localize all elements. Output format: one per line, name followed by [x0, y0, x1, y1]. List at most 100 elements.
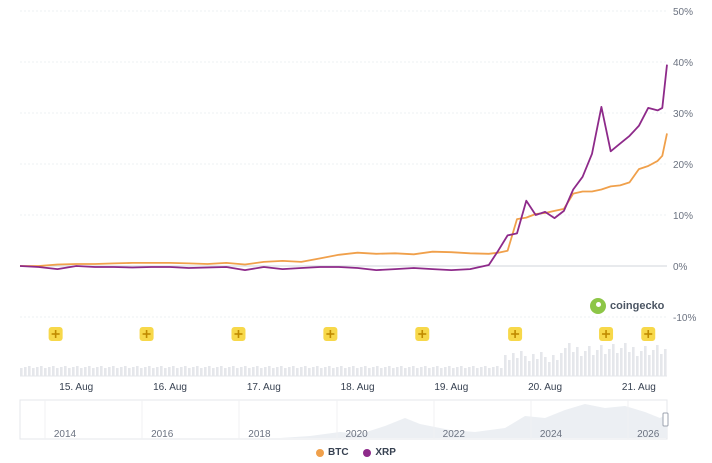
volume-bar — [72, 367, 75, 376]
volume-bar — [352, 366, 355, 376]
volume-bar — [636, 356, 639, 376]
volume-bar — [136, 366, 139, 376]
volume-bar — [400, 366, 403, 376]
volume-bar — [488, 368, 491, 376]
volume-bar — [384, 367, 387, 376]
volume-bar — [336, 367, 339, 376]
x-axis-ticks: 15. Aug 16. Aug 17. Aug 18. Aug 19. Aug 20. A… — [20, 375, 667, 393]
volume-bar — [84, 367, 87, 376]
volume-bar — [236, 368, 239, 376]
volume-bar — [44, 368, 47, 376]
volume-bar — [232, 366, 235, 376]
volume-bar — [452, 368, 455, 376]
navigator-area — [20, 404, 667, 438]
volume-bar — [152, 368, 155, 376]
volume-bar — [644, 346, 647, 376]
navigator-tick-label: 2022 — [443, 429, 466, 440]
volume-bar — [664, 349, 667, 376]
series-lines — [19, 64, 668, 271]
volume-bar — [380, 368, 383, 376]
x-tick-label: 17. Aug — [247, 382, 281, 393]
volume-bar — [328, 366, 331, 376]
event-marker-icon[interactable] — [508, 327, 523, 341]
navigator-tick-label: 2020 — [345, 429, 368, 440]
volume-bar — [480, 367, 483, 376]
legend-label-xrp: XRP — [375, 447, 396, 458]
event-markers[interactable] — [48, 327, 656, 341]
series-line-xrp — [19, 64, 668, 271]
volume-bar — [160, 366, 163, 376]
volume-bar — [364, 366, 367, 376]
volume-bar — [192, 367, 195, 376]
volume-bar — [36, 367, 39, 376]
volume-bar — [556, 360, 559, 376]
volume-bar — [548, 362, 551, 376]
volume-bar — [280, 366, 283, 376]
volume-bar — [208, 366, 211, 376]
volume-bar — [524, 356, 527, 376]
volume-bar — [148, 366, 151, 376]
volume-bar — [48, 367, 51, 376]
volume-bar — [244, 366, 247, 376]
volume-bar — [512, 353, 515, 376]
event-marker-icon[interactable] — [139, 327, 154, 341]
volume-bar — [300, 367, 303, 376]
coingecko-watermark: coingecko — [590, 298, 664, 314]
volume-bar — [316, 366, 319, 376]
volume-bar — [268, 366, 271, 376]
volume-bar — [500, 368, 503, 376]
volume-bar — [20, 368, 23, 376]
volume-bar — [176, 368, 179, 376]
volume-bar — [596, 350, 599, 376]
volume-bar — [60, 367, 63, 376]
volume-bar — [584, 351, 587, 376]
volume-bar — [620, 348, 623, 376]
volume-bar — [628, 352, 631, 376]
volume-bar — [392, 368, 395, 376]
volume-bar — [332, 368, 335, 376]
volume-bar — [368, 368, 371, 376]
y-axis-ticks: 50% 40% 30% 20% 10% 0% -10% — [673, 7, 696, 324]
event-marker-icon[interactable] — [323, 327, 338, 341]
volume-bar — [360, 367, 363, 376]
volume-bar — [168, 367, 171, 376]
x-tick-label: 16. Aug — [153, 382, 187, 393]
volume-bar — [416, 368, 419, 376]
event-marker-icon[interactable] — [231, 327, 246, 341]
volume-bar — [248, 368, 251, 376]
volume-bar — [544, 357, 547, 376]
event-marker-icon[interactable] — [415, 327, 430, 341]
volume-bar — [428, 368, 431, 376]
event-marker-icon[interactable] — [641, 327, 656, 341]
volume-bar — [80, 368, 83, 376]
volume-bar — [412, 366, 415, 376]
volume-bar — [304, 366, 307, 376]
volume-bar — [28, 366, 31, 376]
volume-bar — [508, 360, 511, 376]
volume-bar — [68, 368, 71, 376]
legend-item-btc[interactable]: BTC — [316, 447, 349, 458]
volume-bar — [568, 343, 571, 376]
volume-bar — [52, 366, 55, 376]
volume-bar — [432, 367, 435, 376]
volume-bar — [576, 347, 579, 376]
volume-bar — [112, 366, 115, 376]
legend: BTC XRP — [0, 447, 712, 460]
volume-bar — [288, 367, 291, 376]
volume-bar — [448, 366, 451, 376]
volume-bar — [252, 367, 255, 376]
event-marker-icon[interactable] — [599, 327, 614, 341]
volume-bar — [468, 367, 471, 376]
y-tick-label: 30% — [673, 109, 693, 120]
navigator-handle[interactable] — [662, 412, 669, 427]
range-navigator[interactable]: 2014 2016 2018 2020 2022 2024 2026 — [19, 399, 669, 440]
event-marker-icon[interactable] — [48, 327, 63, 341]
coingecko-logo-icon — [590, 298, 606, 314]
volume-bar — [196, 366, 199, 376]
legend-item-xrp[interactable]: XRP — [363, 447, 396, 458]
volume-bar — [128, 368, 131, 376]
x-tick-label: 21. Aug — [622, 382, 656, 393]
volume-bar — [308, 368, 311, 376]
volume-bar — [180, 367, 183, 376]
volume-bar — [460, 366, 463, 376]
